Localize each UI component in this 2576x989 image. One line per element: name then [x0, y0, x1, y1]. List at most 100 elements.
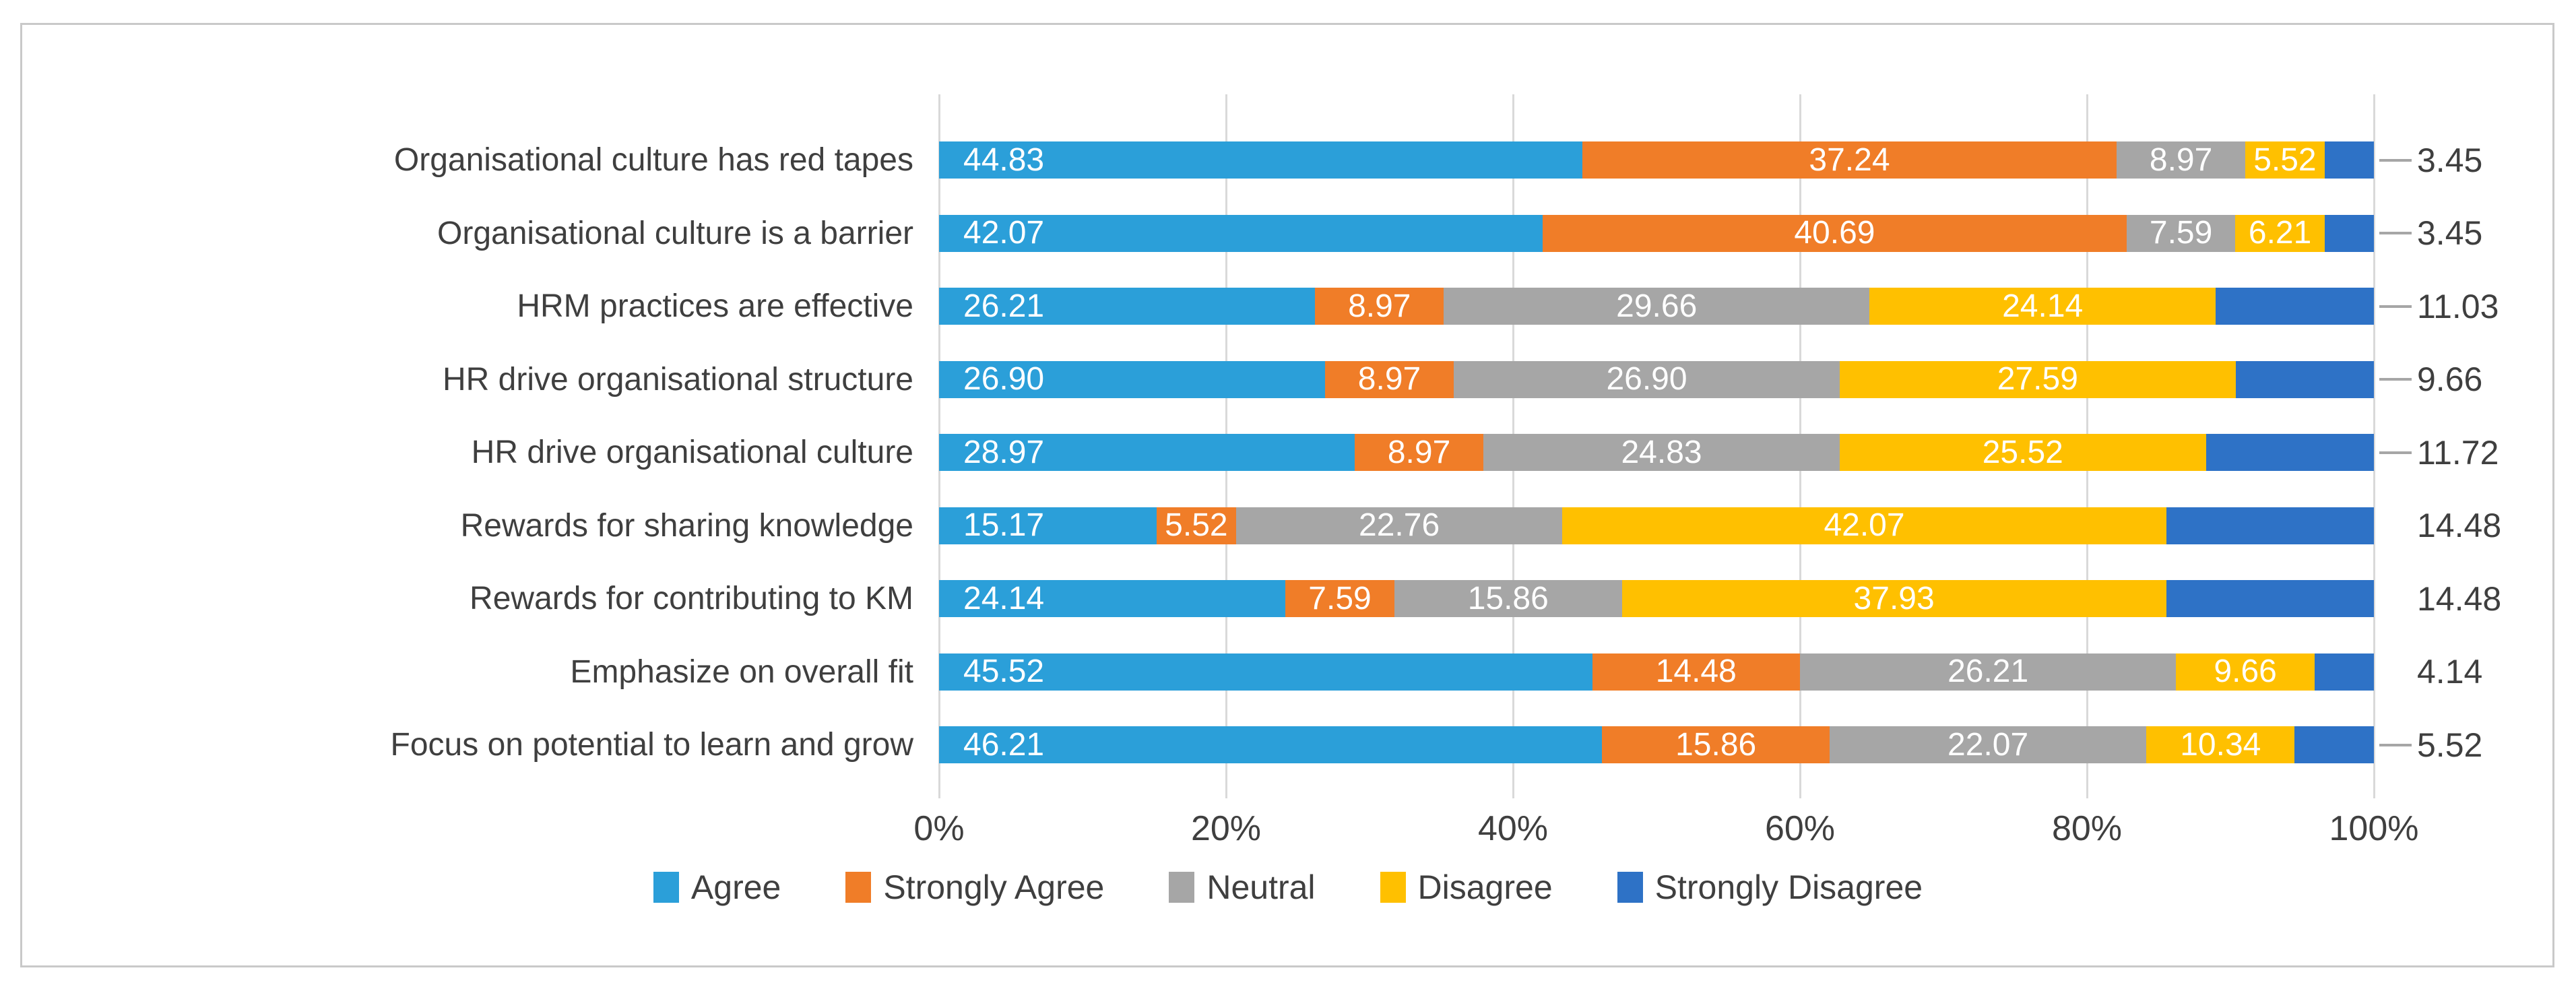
- bar-segment-disagree: 5.52: [2245, 141, 2325, 179]
- bar-segment-strongly-disagree: [2324, 141, 2374, 179]
- bar-segment-neutral: 8.97: [2117, 141, 2246, 179]
- legend-item-disagree: Disagree: [1380, 868, 1553, 907]
- outside-value-label: 11.03: [2417, 287, 2499, 325]
- bar-segment-disagree: 27.59: [1840, 360, 2236, 398]
- legend-swatch-neutral: [1169, 872, 1195, 903]
- bar-segment-strongly-disagree: [2166, 507, 2374, 544]
- outside-value-label: 11.72: [2417, 433, 2499, 472]
- bar-segment-strongly-agree: 15.86: [1602, 726, 1830, 763]
- legend-label: Strongly Agree: [883, 868, 1105, 906]
- segment-value-label: 8.97: [1357, 361, 1421, 397]
- bar-segment-agree: 44.83: [939, 141, 1582, 179]
- bar-segment-strongly-disagree: [2216, 288, 2374, 325]
- segment-value-label: 5.52: [2253, 141, 2317, 178]
- bar-segment-disagree: 9.66: [2176, 653, 2315, 691]
- legend-swatch-disagree: [1380, 872, 1406, 903]
- leader-line: [2379, 232, 2412, 234]
- bar-row: 28.97 8.97 24.83 25.52: [939, 434, 2374, 471]
- category-label: Focus on potential to learn and grow: [390, 727, 913, 763]
- bar-segment-disagree: 37.93: [1621, 580, 2166, 617]
- x-tick-label: 80%: [2051, 809, 2123, 848]
- segment-value-label: 22.76: [1359, 507, 1440, 543]
- outside-value-label: 3.45: [2417, 214, 2483, 252]
- outside-value-label: 3.45: [2417, 141, 2483, 179]
- bar-segment-strongly-agree: 8.97: [1324, 360, 1454, 398]
- segment-value-label: 29.66: [1616, 288, 1698, 324]
- bar-segment-strongly-disagree: [2235, 360, 2374, 398]
- legend-item-strongly-agree: Strongly Agree: [845, 868, 1104, 907]
- bar-segment-agree: 26.90: [939, 360, 1325, 398]
- bar-segment-agree: 24.14: [939, 580, 1286, 617]
- bar-segment-disagree: 25.52: [1840, 434, 2206, 471]
- bar-segment-strongly-agree: 37.24: [1582, 141, 2117, 179]
- segment-value-label: 24.14: [2002, 288, 2084, 324]
- segment-value-label: 44.83: [963, 141, 1045, 178]
- category-label: HRM practices are effective: [517, 288, 913, 324]
- leader-line: [2379, 158, 2412, 162]
- segment-value-label: 42.07: [1824, 507, 1905, 543]
- x-tick-label: 40%: [1477, 809, 1549, 848]
- bar-row: 26.21 8.97 29.66 24.14: [939, 288, 2374, 325]
- bar-segment-neutral: 22.76: [1235, 507, 1563, 544]
- category-label: Emphasize on overall fit: [570, 653, 913, 690]
- bar-segment-neutral: 15.86: [1394, 580, 1622, 617]
- legend-swatch-strongly-agree: [845, 872, 872, 903]
- bar-segment-neutral: 7.59: [2126, 214, 2236, 252]
- segment-value-label: 9.66: [2214, 653, 2277, 689]
- segment-value-label: 28.97: [963, 434, 1045, 470]
- legend-label: Neutral: [1206, 868, 1316, 906]
- legend-label: Strongly Disagree: [1654, 868, 1923, 906]
- segment-value-label: 15.86: [1675, 726, 1757, 763]
- bar-segment-strongly-agree: 5.52: [1157, 507, 1236, 544]
- bar-segment-agree: 15.17: [939, 507, 1157, 544]
- segment-value-label: 24.83: [1621, 434, 1702, 470]
- segment-value-label: 24.14: [963, 580, 1045, 616]
- bar-row: 42.07 40.69 7.59 6.21: [939, 214, 2374, 252]
- bar-segment-neutral: 29.66: [1444, 288, 1870, 325]
- legend-swatch-agree: [653, 872, 679, 903]
- outside-value-label: 14.48: [2417, 507, 2502, 544]
- category-label: HR drive organisational culture: [471, 435, 913, 470]
- segment-value-label: 14.48: [1655, 653, 1737, 689]
- segment-value-label: 15.86: [1467, 580, 1549, 616]
- leader-line: [2379, 451, 2412, 454]
- bar-segment-agree: 45.52: [939, 653, 1592, 691]
- bar-segment-disagree: 42.07: [1562, 507, 2166, 544]
- segment-value-label: 40.69: [1794, 215, 1875, 251]
- bar-segment-disagree: 24.14: [1869, 288, 2216, 325]
- segment-value-label: 46.21: [963, 726, 1045, 763]
- bar-segment-agree: 42.07: [939, 214, 1543, 252]
- outside-value-label: 4.14: [2417, 653, 2483, 691]
- legend: Agree Strongly Agree Neutral Disagree Strong…: [0, 868, 2576, 907]
- segment-value-label: 7.59: [2149, 215, 2213, 251]
- segment-value-label: 22.07: [1947, 726, 2029, 763]
- legend-label: Disagree: [1417, 868, 1553, 906]
- outside-value-label: 14.48: [2417, 579, 2502, 618]
- bar-segment-strongly-agree: 8.97: [1355, 434, 1484, 471]
- bar-segment-neutral: 22.07: [1830, 726, 2147, 763]
- bar-segment-disagree: 6.21: [2235, 214, 2325, 252]
- category-label: Organisational culture is a barrier: [437, 215, 913, 251]
- bar-segment-strongly-disagree: [2315, 653, 2374, 691]
- bar-row: 44.83 37.24 8.97 5.52: [939, 141, 2374, 179]
- segment-value-label: 8.97: [2149, 141, 2213, 178]
- segment-value-label: 26.21: [963, 288, 1045, 324]
- legend-item-neutral: Neutral: [1169, 868, 1316, 907]
- outside-value-label: 9.66: [2417, 360, 2483, 398]
- bar-segment-strongly-disagree: [2166, 580, 2374, 617]
- bar-segment-strongly-disagree: [2294, 726, 2374, 763]
- legend-label: Agree: [690, 868, 781, 906]
- category-label: Rewards for contributing to KM: [470, 581, 913, 616]
- figure-panel: [20, 23, 2554, 967]
- segment-value-label: 6.21: [2248, 215, 2312, 251]
- bar-row: 15.17 5.52 22.76 42.07: [939, 507, 2374, 544]
- segment-value-label: 7.59: [1308, 580, 1372, 616]
- bar-segment-strongly-agree: 40.69: [1543, 214, 2127, 252]
- leader-line: [2379, 305, 2412, 308]
- bar-segment-agree: 28.97: [939, 434, 1355, 471]
- bar-row: 26.90 8.97 26.90 27.59: [939, 360, 2374, 398]
- segment-value-label: 5.52: [1165, 507, 1228, 543]
- category-label: Rewards for sharing knowledge: [460, 507, 913, 544]
- bar-segment-strongly-agree: 8.97: [1315, 288, 1444, 325]
